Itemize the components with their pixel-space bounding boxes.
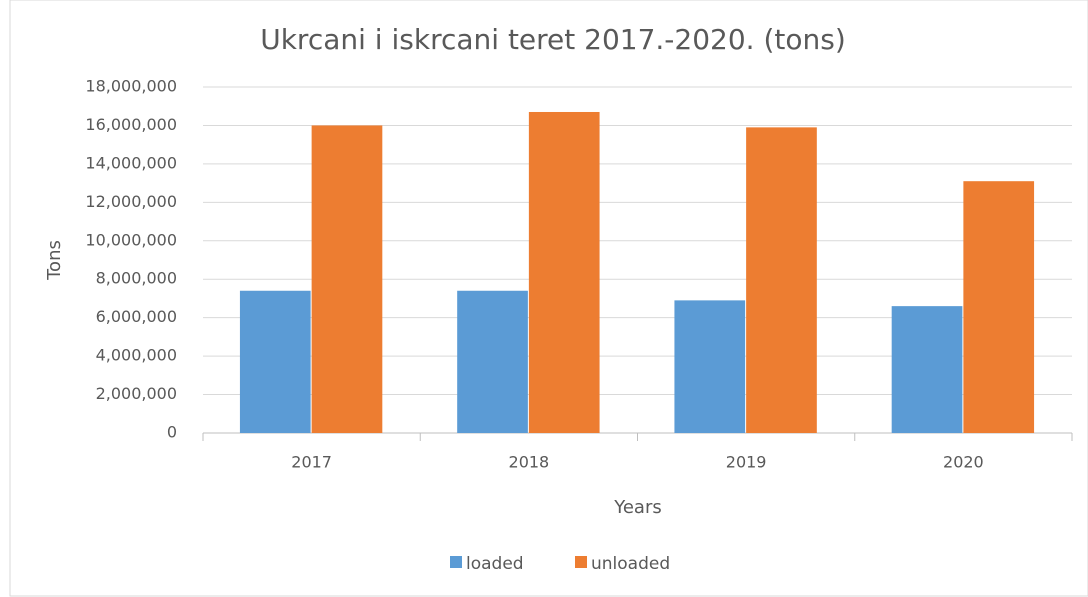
y-tick-label: 16,000,000 xyxy=(85,115,177,134)
x-axis-label: Years xyxy=(613,497,662,518)
legend-swatch xyxy=(450,556,462,568)
x-tick-label: 2019 xyxy=(726,453,767,472)
y-tick-label: 10,000,000 xyxy=(85,230,177,249)
y-tick-label: 18,000,000 xyxy=(85,77,177,96)
bar xyxy=(528,111,600,433)
y-tick-label: 8,000,000 xyxy=(96,269,177,288)
y-tick-label: 6,000,000 xyxy=(96,307,177,326)
bar xyxy=(674,300,746,433)
x-tick-label: 2017 xyxy=(291,453,332,472)
bar xyxy=(311,125,383,433)
y-tick-label: 2,000,000 xyxy=(96,384,177,403)
legend-label: unloaded xyxy=(591,554,670,574)
y-axis-label: Tons xyxy=(44,240,65,281)
chart-title: Ukrcani i iskrcani teret 2017.-2020. (to… xyxy=(260,23,846,56)
y-tick-label: 14,000,000 xyxy=(85,153,177,172)
bar xyxy=(891,306,963,433)
x-tick-label: 2018 xyxy=(509,453,550,472)
bar xyxy=(963,181,1035,433)
x-tick-label: 2020 xyxy=(943,453,984,472)
legend-swatch xyxy=(575,556,587,568)
legend-label: loaded xyxy=(466,554,524,574)
y-tick-label: 4,000,000 xyxy=(96,346,177,365)
bar xyxy=(746,127,817,433)
y-tick-label: 12,000,000 xyxy=(85,192,177,211)
bar xyxy=(239,290,311,433)
bar xyxy=(457,290,528,433)
y-tick-label: 0 xyxy=(167,423,177,442)
